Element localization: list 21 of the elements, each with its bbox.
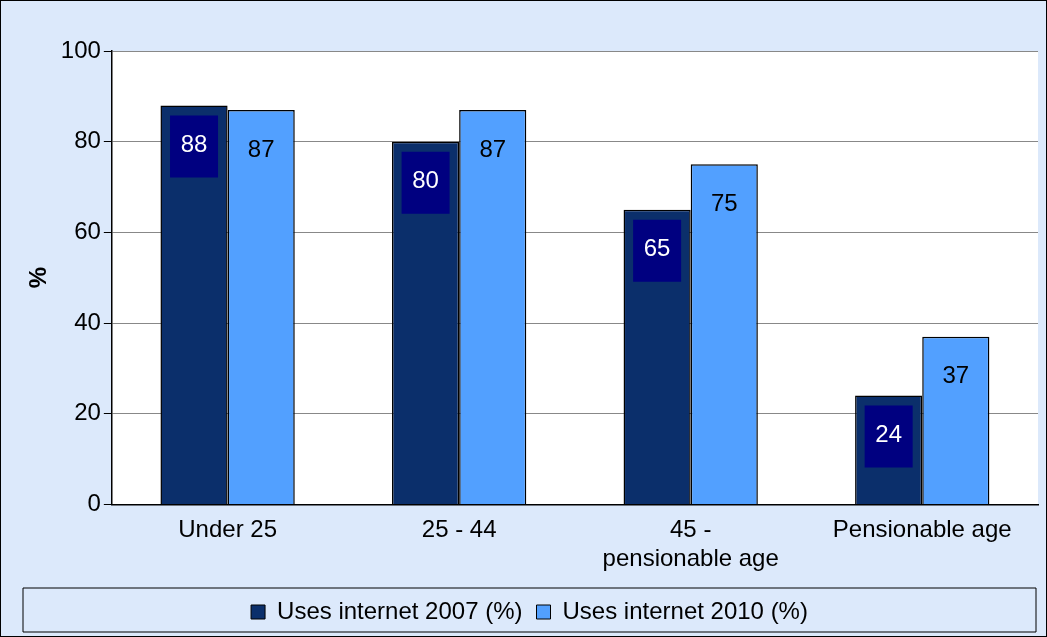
- y-tick-label: 0: [87, 489, 101, 517]
- y-tick-label: 20: [74, 398, 101, 426]
- x-tick-label: Under 25: [178, 515, 277, 543]
- x-tick-label: Pensionable age: [832, 515, 1012, 543]
- legend-label: Uses internet 2010 (%): [562, 596, 808, 624]
- data-label: 65: [643, 234, 671, 262]
- data-label: 88: [180, 130, 208, 158]
- data-label: 87: [479, 134, 507, 162]
- data-label: 87: [247, 134, 275, 162]
- y-tick-label: 60: [74, 216, 101, 244]
- y-tick-label: 100: [60, 35, 101, 63]
- y-axis-title: %: [24, 267, 52, 289]
- y-tick-label: 40: [74, 307, 101, 335]
- x-tick-label: 25 - 44: [421, 515, 497, 543]
- legend-label: Uses internet 2007 (%): [277, 596, 523, 624]
- data-label: 80: [412, 166, 439, 194]
- x-tick-label: 45 - pensionable age: [602, 515, 779, 572]
- data-label: 75: [710, 188, 738, 216]
- data-label: 37: [942, 361, 970, 389]
- data-label: 24: [875, 420, 903, 448]
- y-tick-label: 80: [74, 126, 101, 154]
